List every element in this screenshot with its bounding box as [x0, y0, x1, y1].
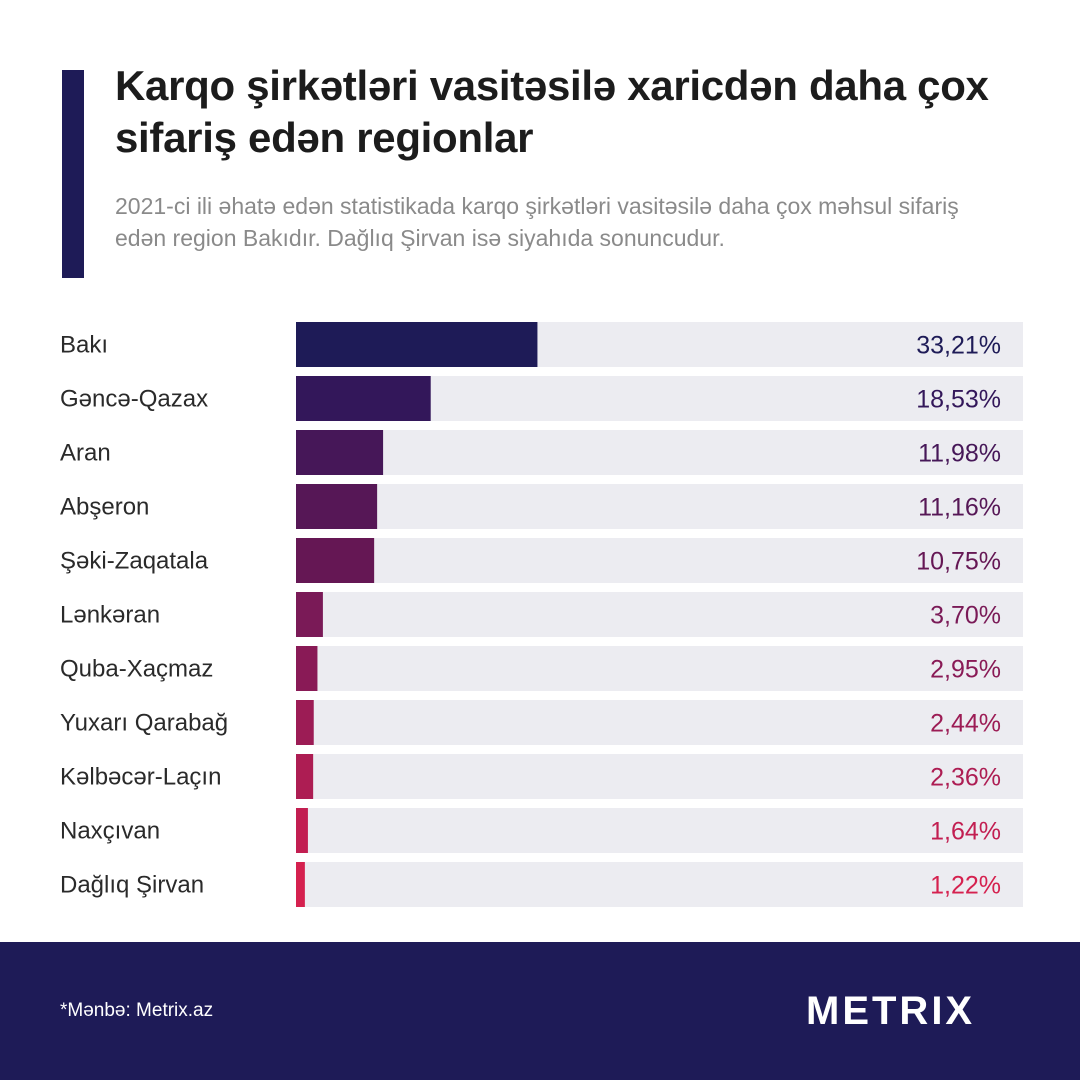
- footer: *Mənbə: Metrix.az METRIX: [0, 942, 1080, 1080]
- metrix-logo-text: METRIX: [806, 990, 975, 1030]
- value-label: 1,64%: [930, 818, 1001, 846]
- bar: [296, 322, 538, 367]
- bar: [296, 754, 314, 799]
- bar: [296, 862, 305, 907]
- value-label: 1,22%: [930, 872, 1001, 900]
- category-label: Şəki-Zaqatala: [60, 548, 209, 575]
- bar-row: Gəncə-Qazax 18,53%: [60, 376, 1023, 421]
- bar-row: Aran 11,98%: [60, 430, 1023, 475]
- bar: [296, 538, 375, 583]
- bar-row: Yuxarı Qarabağ 2,44%: [60, 700, 1023, 745]
- bar-track: [296, 808, 1023, 853]
- bar-track: [296, 484, 1023, 529]
- category-label: Naxçıvan: [60, 818, 160, 845]
- bar-row: Quba-Xaçmaz 2,95%: [60, 646, 1023, 691]
- bar-track: [296, 538, 1023, 583]
- metrix-logo: METRIX: [806, 990, 975, 1030]
- bar: [296, 808, 308, 853]
- chart-title: Karqo şirkətləri vasitəsilə xaricdən dah…: [115, 62, 989, 161]
- bar: [296, 376, 431, 421]
- category-label: Kəlbəcər-Laçın: [60, 764, 221, 791]
- bar-row: Bakı 33,21%: [60, 322, 1023, 367]
- bar-row: Lənkəran 3,70%: [60, 592, 1023, 637]
- bar-track: [296, 700, 1023, 745]
- category-label: Aran: [60, 440, 111, 467]
- bar-track: [296, 646, 1023, 691]
- value-label: 33,21%: [916, 332, 1001, 360]
- value-label: 2,44%: [930, 710, 1001, 738]
- bar-track: [296, 592, 1023, 637]
- bar-track: [296, 754, 1023, 799]
- value-label: 10,75%: [916, 548, 1001, 576]
- bar-row: Abşeron 11,16%: [60, 484, 1023, 529]
- category-label: Bakı: [60, 332, 108, 359]
- bar-track: [296, 862, 1023, 907]
- value-label: 11,16%: [918, 494, 1001, 522]
- category-label: Abşeron: [60, 494, 149, 521]
- category-label: Yuxarı Qarabağ: [60, 710, 228, 737]
- accent-bar: [62, 70, 84, 278]
- value-label: 3,70%: [930, 602, 1001, 630]
- value-label: 18,53%: [916, 386, 1001, 414]
- bar-chart: Bakı 33,21% Gəncə-Qazax 18,53% Aran 11,98% Abş…: [60, 322, 1023, 907]
- bar-row: Dağlıq Şirvan 1,22%: [60, 862, 1023, 907]
- bar-row: Şəki-Zaqatala 10,75%: [60, 538, 1023, 583]
- value-label: 11,98%: [918, 440, 1001, 468]
- value-label: 2,95%: [930, 656, 1001, 684]
- category-label: Quba-Xaçmaz: [60, 656, 213, 683]
- bar-track: [296, 430, 1023, 475]
- category-label: Gəncə-Qazax: [60, 386, 208, 413]
- category-label: Lənkəran: [60, 602, 160, 629]
- bar-row: Kəlbəcər-Laçın 2,36%: [60, 754, 1023, 799]
- bar-row: Naxçıvan 1,64%: [60, 808, 1023, 853]
- bar: [296, 592, 323, 637]
- bar: [296, 700, 314, 745]
- source-note: *Mənbə: Metrix.az: [60, 1000, 214, 1021]
- bar: [296, 484, 378, 529]
- value-label: 2,36%: [930, 764, 1001, 792]
- chart-subtitle: 2021-ci ili əhatə edən statistikada karq…: [115, 193, 959, 251]
- category-label: Dağlıq Şirvan: [60, 872, 204, 899]
- bar: [296, 646, 318, 691]
- bar: [296, 430, 384, 475]
